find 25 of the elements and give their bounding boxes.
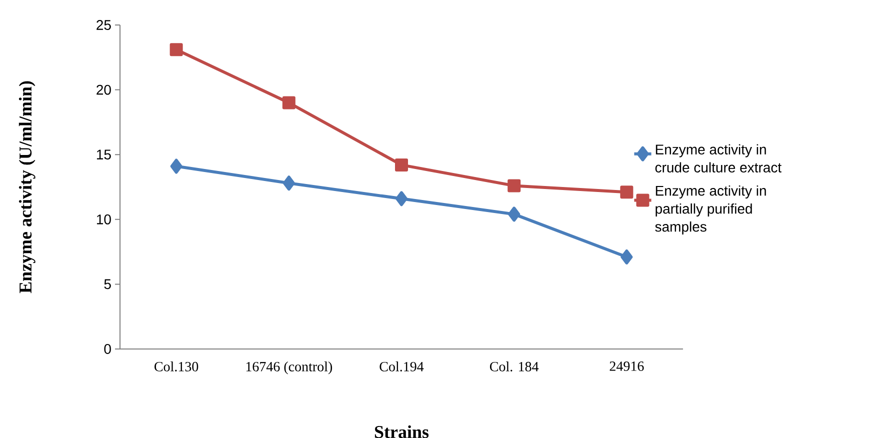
x-tick-label: Col.194: [380, 362, 424, 372]
y-tick-label: 20: [96, 84, 111, 95]
point: [170, 158, 182, 174]
point: [620, 249, 633, 264]
point: [396, 191, 408, 206]
legend-label: Enzyme activity in partially purified samples: [655, 185, 766, 234]
y-tick-label: 0: [104, 344, 111, 354]
y-tick-label: 25: [96, 20, 111, 30]
point: [282, 96, 296, 110]
y-tick-label: 15: [96, 150, 111, 160]
point: [395, 158, 408, 172]
x-tick-label: Col. 184: [490, 362, 539, 372]
x-tick-label: 16746 (control): [246, 362, 332, 374]
point: [170, 43, 183, 56]
y-tick-label: 10: [96, 214, 111, 224]
y-axis-title: Enzyme activity (U/ml/min): [18, 81, 36, 294]
point: [508, 179, 521, 192]
x-axis-title: Strains: [374, 425, 429, 438]
x-tick-label: Col.130: [154, 362, 198, 372]
point: [620, 186, 634, 199]
x-tick-label: 24916: [610, 362, 644, 371]
point: [508, 206, 520, 222]
y-tick-label: 5: [104, 279, 111, 290]
legend-label: Enzyme activity in crude culture extract: [655, 144, 782, 172]
point: [282, 176, 295, 191]
